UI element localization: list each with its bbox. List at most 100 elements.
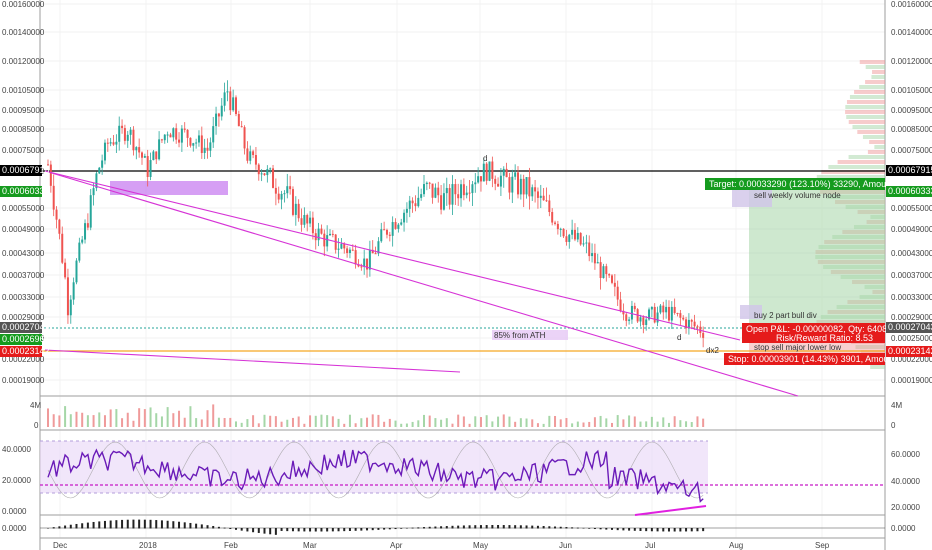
candle-body	[72, 282, 75, 300]
candle-body	[186, 129, 189, 138]
volume-bar	[160, 416, 163, 427]
macd-bar	[679, 528, 682, 532]
macd-bar	[274, 528, 277, 535]
candle-body	[106, 142, 109, 144]
candle-body	[217, 113, 220, 117]
candle-body	[588, 242, 591, 257]
macd-bar	[702, 528, 705, 532]
candle-body	[451, 184, 454, 205]
candle-body	[428, 182, 431, 184]
candle-body	[667, 306, 670, 321]
macd-bar	[64, 525, 67, 529]
target-box[interactable]	[705, 178, 885, 190]
time-tick: Sep	[815, 541, 830, 550]
volume-profile-bar	[865, 65, 885, 69]
rsi-band	[40, 441, 708, 493]
sell-node-box	[732, 190, 772, 207]
macd-bar	[348, 528, 351, 531]
volume-profile-bar	[845, 110, 885, 114]
macd-bar	[542, 526, 545, 529]
candle-body	[642, 317, 645, 325]
candle-body	[639, 317, 642, 322]
price-tick-left: 0.00160000	[2, 0, 45, 9]
svg-text:0.00067915: 0.00067915	[888, 165, 932, 175]
candle-body	[123, 128, 126, 141]
volume-bar	[542, 423, 545, 427]
macd-bar	[497, 525, 500, 529]
highlight-zone[interactable]	[110, 181, 228, 195]
candle-body	[440, 195, 443, 210]
macd-bar	[212, 525, 215, 529]
volume-bar	[428, 415, 431, 427]
candle-body	[653, 306, 656, 323]
volume-profile-bar	[846, 115, 885, 119]
trendline-base[interactable]	[44, 349, 461, 373]
marker-level-1-right: 0.00067915	[886, 165, 932, 176]
macd-bar	[257, 528, 260, 533]
candle-body	[477, 176, 480, 183]
volume-bar	[457, 414, 460, 427]
candle-body	[246, 148, 249, 161]
macd-bar	[645, 528, 648, 532]
candle-body	[311, 217, 314, 234]
volume-profile-bar	[846, 100, 885, 104]
candle-body	[522, 178, 525, 195]
candle-body	[659, 305, 662, 313]
candle-body	[152, 151, 155, 161]
candle-body	[66, 277, 69, 316]
candle-body	[109, 142, 112, 144]
volume-bar	[98, 412, 101, 427]
macd-bar	[354, 528, 357, 531]
rsi-pane	[47, 441, 704, 503]
macd-bar	[377, 528, 380, 530]
marker-stop-left: 0.00023142	[0, 346, 50, 357]
macd-bar	[52, 527, 55, 529]
candle-body	[582, 243, 585, 245]
candle-body	[685, 319, 688, 329]
volume-bar	[115, 409, 118, 427]
candle-body	[687, 319, 690, 329]
candle-body	[479, 176, 482, 182]
pnl-box[interactable]	[742, 323, 885, 343]
candle-body	[417, 197, 420, 207]
candle-body	[576, 232, 579, 240]
candle-body	[431, 183, 434, 198]
price-tick-left: 0.00075000	[2, 146, 45, 155]
rsi-divergence-line[interactable]	[634, 505, 707, 516]
stop-box[interactable]	[724, 353, 885, 365]
candle-body	[531, 187, 534, 197]
volume-bar	[274, 416, 277, 427]
candle-body	[81, 239, 84, 243]
candle-body	[366, 258, 369, 270]
candle-body	[306, 214, 309, 224]
candle-body	[291, 189, 294, 215]
macd-bar	[331, 528, 334, 532]
candle-body	[112, 142, 115, 145]
candle-body	[101, 160, 104, 168]
trendline-upper[interactable]	[44, 170, 741, 341]
svg-text:0.00023142: 0.00023142	[888, 346, 932, 356]
marker-stop-right: 0.00023142	[886, 346, 932, 357]
macd-bar	[98, 521, 101, 529]
volume-profile-bar	[862, 135, 885, 139]
candle-body	[585, 242, 588, 244]
candle-body	[243, 127, 246, 149]
volume-bar	[508, 416, 511, 427]
candle-body	[200, 135, 203, 153]
candle-body	[679, 313, 682, 318]
volume-bar	[200, 419, 203, 427]
candle-body	[64, 262, 67, 278]
volume-bar	[81, 412, 84, 427]
volume-bar	[588, 421, 591, 427]
volume-bar	[377, 414, 380, 427]
volume-bar	[650, 416, 653, 427]
volume-bar	[702, 418, 705, 427]
marker-level-4-left: 0.00026961	[0, 334, 50, 345]
trendline-lower[interactable]	[44, 170, 799, 397]
candle-body	[502, 168, 505, 176]
candle-body	[385, 229, 388, 235]
volume-bar	[582, 422, 585, 427]
candle-body	[625, 314, 628, 321]
macd-bar	[582, 527, 585, 529]
